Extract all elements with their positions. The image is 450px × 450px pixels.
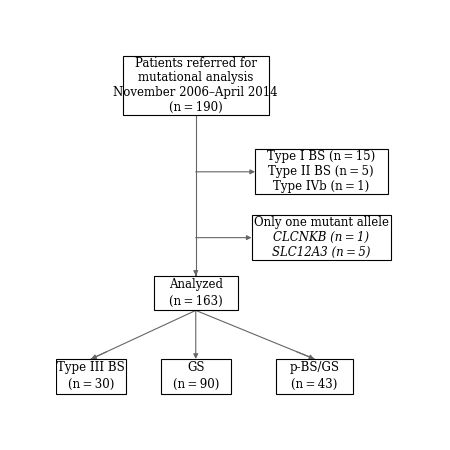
Text: Patients referred for: Patients referred for	[135, 57, 257, 70]
Text: (n = 190): (n = 190)	[169, 101, 223, 114]
Text: p-BS/GS: p-BS/GS	[289, 361, 339, 374]
Text: CLCNKB (n = 1): CLCNKB (n = 1)	[273, 231, 369, 244]
FancyBboxPatch shape	[161, 359, 230, 394]
Text: SLC12A3 (n = 5): SLC12A3 (n = 5)	[272, 246, 370, 259]
Text: Only one mutant allele: Only one mutant allele	[254, 216, 389, 229]
Text: (n = 90): (n = 90)	[172, 378, 219, 392]
Text: (n = 163): (n = 163)	[169, 295, 223, 308]
FancyBboxPatch shape	[255, 149, 387, 194]
Text: mutational analysis: mutational analysis	[138, 71, 253, 84]
FancyBboxPatch shape	[252, 215, 391, 260]
Text: Type III BS: Type III BS	[57, 361, 125, 374]
Text: (n = 43): (n = 43)	[291, 378, 338, 392]
Text: Type I BS (n = 15): Type I BS (n = 15)	[267, 150, 375, 163]
Text: GS: GS	[187, 361, 204, 374]
Text: November 2006–April 2014: November 2006–April 2014	[113, 86, 278, 99]
FancyBboxPatch shape	[154, 276, 238, 310]
FancyBboxPatch shape	[276, 359, 353, 394]
FancyBboxPatch shape	[56, 359, 126, 394]
Text: Type II BS (n = 5): Type II BS (n = 5)	[269, 165, 374, 178]
Text: (n = 30): (n = 30)	[68, 378, 114, 392]
Text: Type IVb (n = 1): Type IVb (n = 1)	[273, 180, 369, 194]
Text: Analyzed: Analyzed	[169, 278, 223, 291]
FancyBboxPatch shape	[122, 56, 269, 115]
